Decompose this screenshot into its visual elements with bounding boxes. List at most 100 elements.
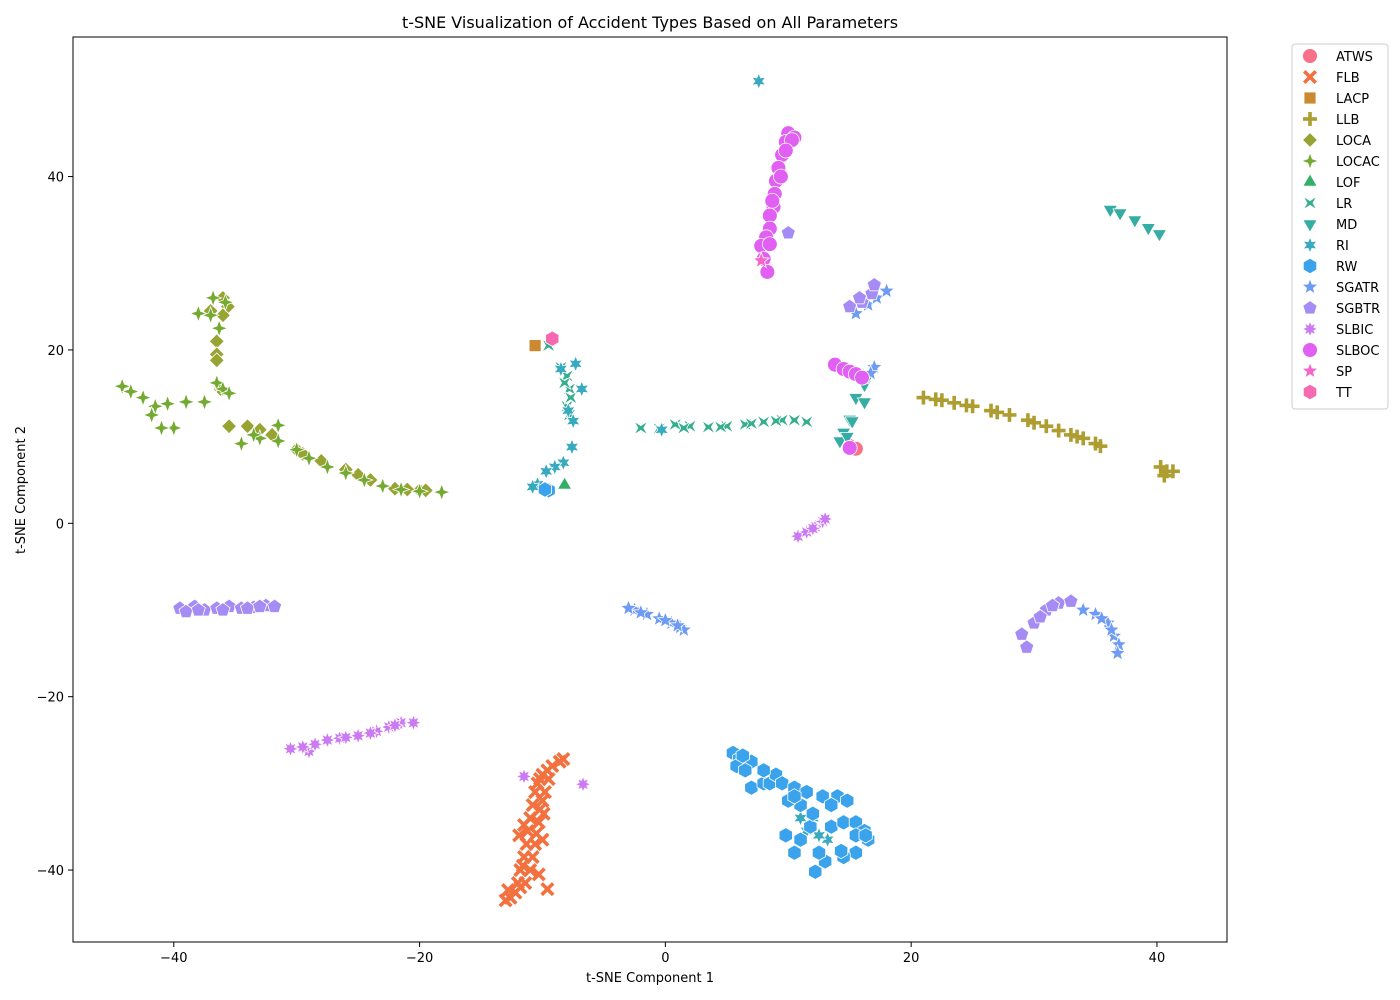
point-sgbtr	[1032, 609, 1048, 624]
point-slbic	[336, 728, 355, 747]
point-slbic	[816, 509, 835, 529]
point-slboc	[764, 192, 781, 209]
point-llb	[928, 392, 943, 407]
series-tt	[545, 330, 560, 347]
point-llb	[1165, 464, 1180, 479]
point-ri	[538, 462, 554, 481]
point-rw	[778, 827, 793, 844]
point-lr	[713, 420, 728, 435]
legend-marker-sgatr	[1300, 277, 1320, 295]
legend-marker-slbic	[1300, 319, 1320, 339]
point-rw	[744, 779, 759, 796]
point-sgatr	[656, 610, 675, 629]
point-llb	[990, 405, 1005, 420]
point-ri	[564, 438, 580, 456]
point-rw	[808, 863, 823, 880]
point-locac	[151, 418, 172, 438]
legend-marker-lacp	[1303, 91, 1317, 105]
series-slboc	[753, 125, 870, 456]
point-lr	[563, 390, 578, 405]
point-locac	[112, 376, 132, 396]
point-lof	[556, 476, 573, 490]
y-tick-label: 0	[56, 517, 64, 532]
point-rw	[537, 481, 552, 498]
series-sgbtr	[172, 225, 1079, 654]
x-tick-label: −40	[160, 951, 187, 966]
series-llb	[916, 390, 1180, 483]
legend-marker-sp	[1300, 361, 1320, 379]
point-flb	[525, 798, 540, 813]
y-axis-label: t-SNE Component 2	[14, 426, 29, 554]
point-lacp	[528, 339, 542, 353]
point-rw	[738, 762, 753, 779]
legend-marker-atws	[1302, 48, 1318, 64]
point-sgatr	[668, 616, 687, 634]
point-locac	[219, 383, 239, 403]
point-rw	[840, 792, 855, 809]
x-tick-label: 0	[661, 951, 669, 966]
point-slbic	[385, 716, 405, 735]
point-lr	[769, 414, 783, 428]
point-flb	[531, 867, 546, 882]
legend-marker-tt	[1302, 383, 1318, 401]
point-locac	[203, 288, 223, 308]
point-locac	[207, 373, 227, 393]
legend: ATWS FLB LACP LLB LOCA LOCAC LOF LR MD RI RW SGATR S…	[1291, 43, 1389, 410]
point-flb	[528, 837, 543, 852]
series-sp	[752, 251, 771, 269]
legend-marker-llb	[1303, 112, 1317, 126]
point-slboc	[841, 440, 858, 456]
point-flb	[536, 806, 551, 821]
point-rw	[787, 844, 802, 861]
point-sgatr	[1092, 609, 1111, 627]
point-rw	[799, 783, 814, 801]
legend-marker-sgbtr	[1302, 300, 1318, 315]
legend-label-locac: LOCAC	[1336, 155, 1380, 170]
series-slbic	[281, 509, 835, 794]
point-locac	[209, 318, 229, 338]
point-rw	[824, 818, 839, 835]
point-flb	[513, 880, 528, 895]
point-rw	[803, 818, 818, 835]
point-sgbtr	[1019, 639, 1035, 654]
series-rw	[537, 481, 876, 880]
point-sgatr	[1108, 643, 1127, 662]
point-ri	[555, 453, 572, 472]
point-sgbtr	[190, 602, 206, 617]
point-md	[1102, 204, 1118, 219]
point-lr	[557, 375, 572, 390]
point-llb	[1039, 419, 1054, 434]
point-locac	[287, 440, 307, 460]
point-md	[832, 436, 848, 450]
point-sgatr	[631, 603, 650, 621]
point-flb	[516, 817, 532, 833]
legend-label-loca: LOCA	[1336, 134, 1371, 149]
legend-label-sgatr: SGATR	[1336, 281, 1379, 296]
legend-marker-md	[1302, 219, 1318, 234]
point-locac	[373, 476, 393, 496]
point-sgbtr	[1014, 626, 1030, 641]
point-flb	[531, 815, 546, 830]
point-rw	[836, 814, 851, 831]
point-flb	[545, 758, 560, 774]
point-md	[1151, 229, 1168, 243]
point-md	[844, 416, 860, 431]
point-sgbtr	[1063, 593, 1079, 608]
y-tick-label: −40	[37, 864, 64, 879]
point-flb	[541, 771, 556, 787]
point-slboc	[777, 142, 794, 159]
point-slbic	[318, 730, 337, 750]
point-rw	[811, 844, 826, 861]
legend-label-sp: SP	[1336, 365, 1352, 380]
point-locac	[317, 457, 337, 477]
point-slbic	[361, 724, 380, 743]
point-slbic	[514, 767, 534, 786]
point-ri	[524, 477, 541, 496]
point-flb	[512, 828, 527, 843]
point-md	[1112, 208, 1128, 222]
point-sgbtr	[215, 602, 231, 617]
point-llb	[916, 390, 931, 405]
point-flb	[556, 752, 571, 767]
legend-marker-lof	[1302, 172, 1318, 187]
